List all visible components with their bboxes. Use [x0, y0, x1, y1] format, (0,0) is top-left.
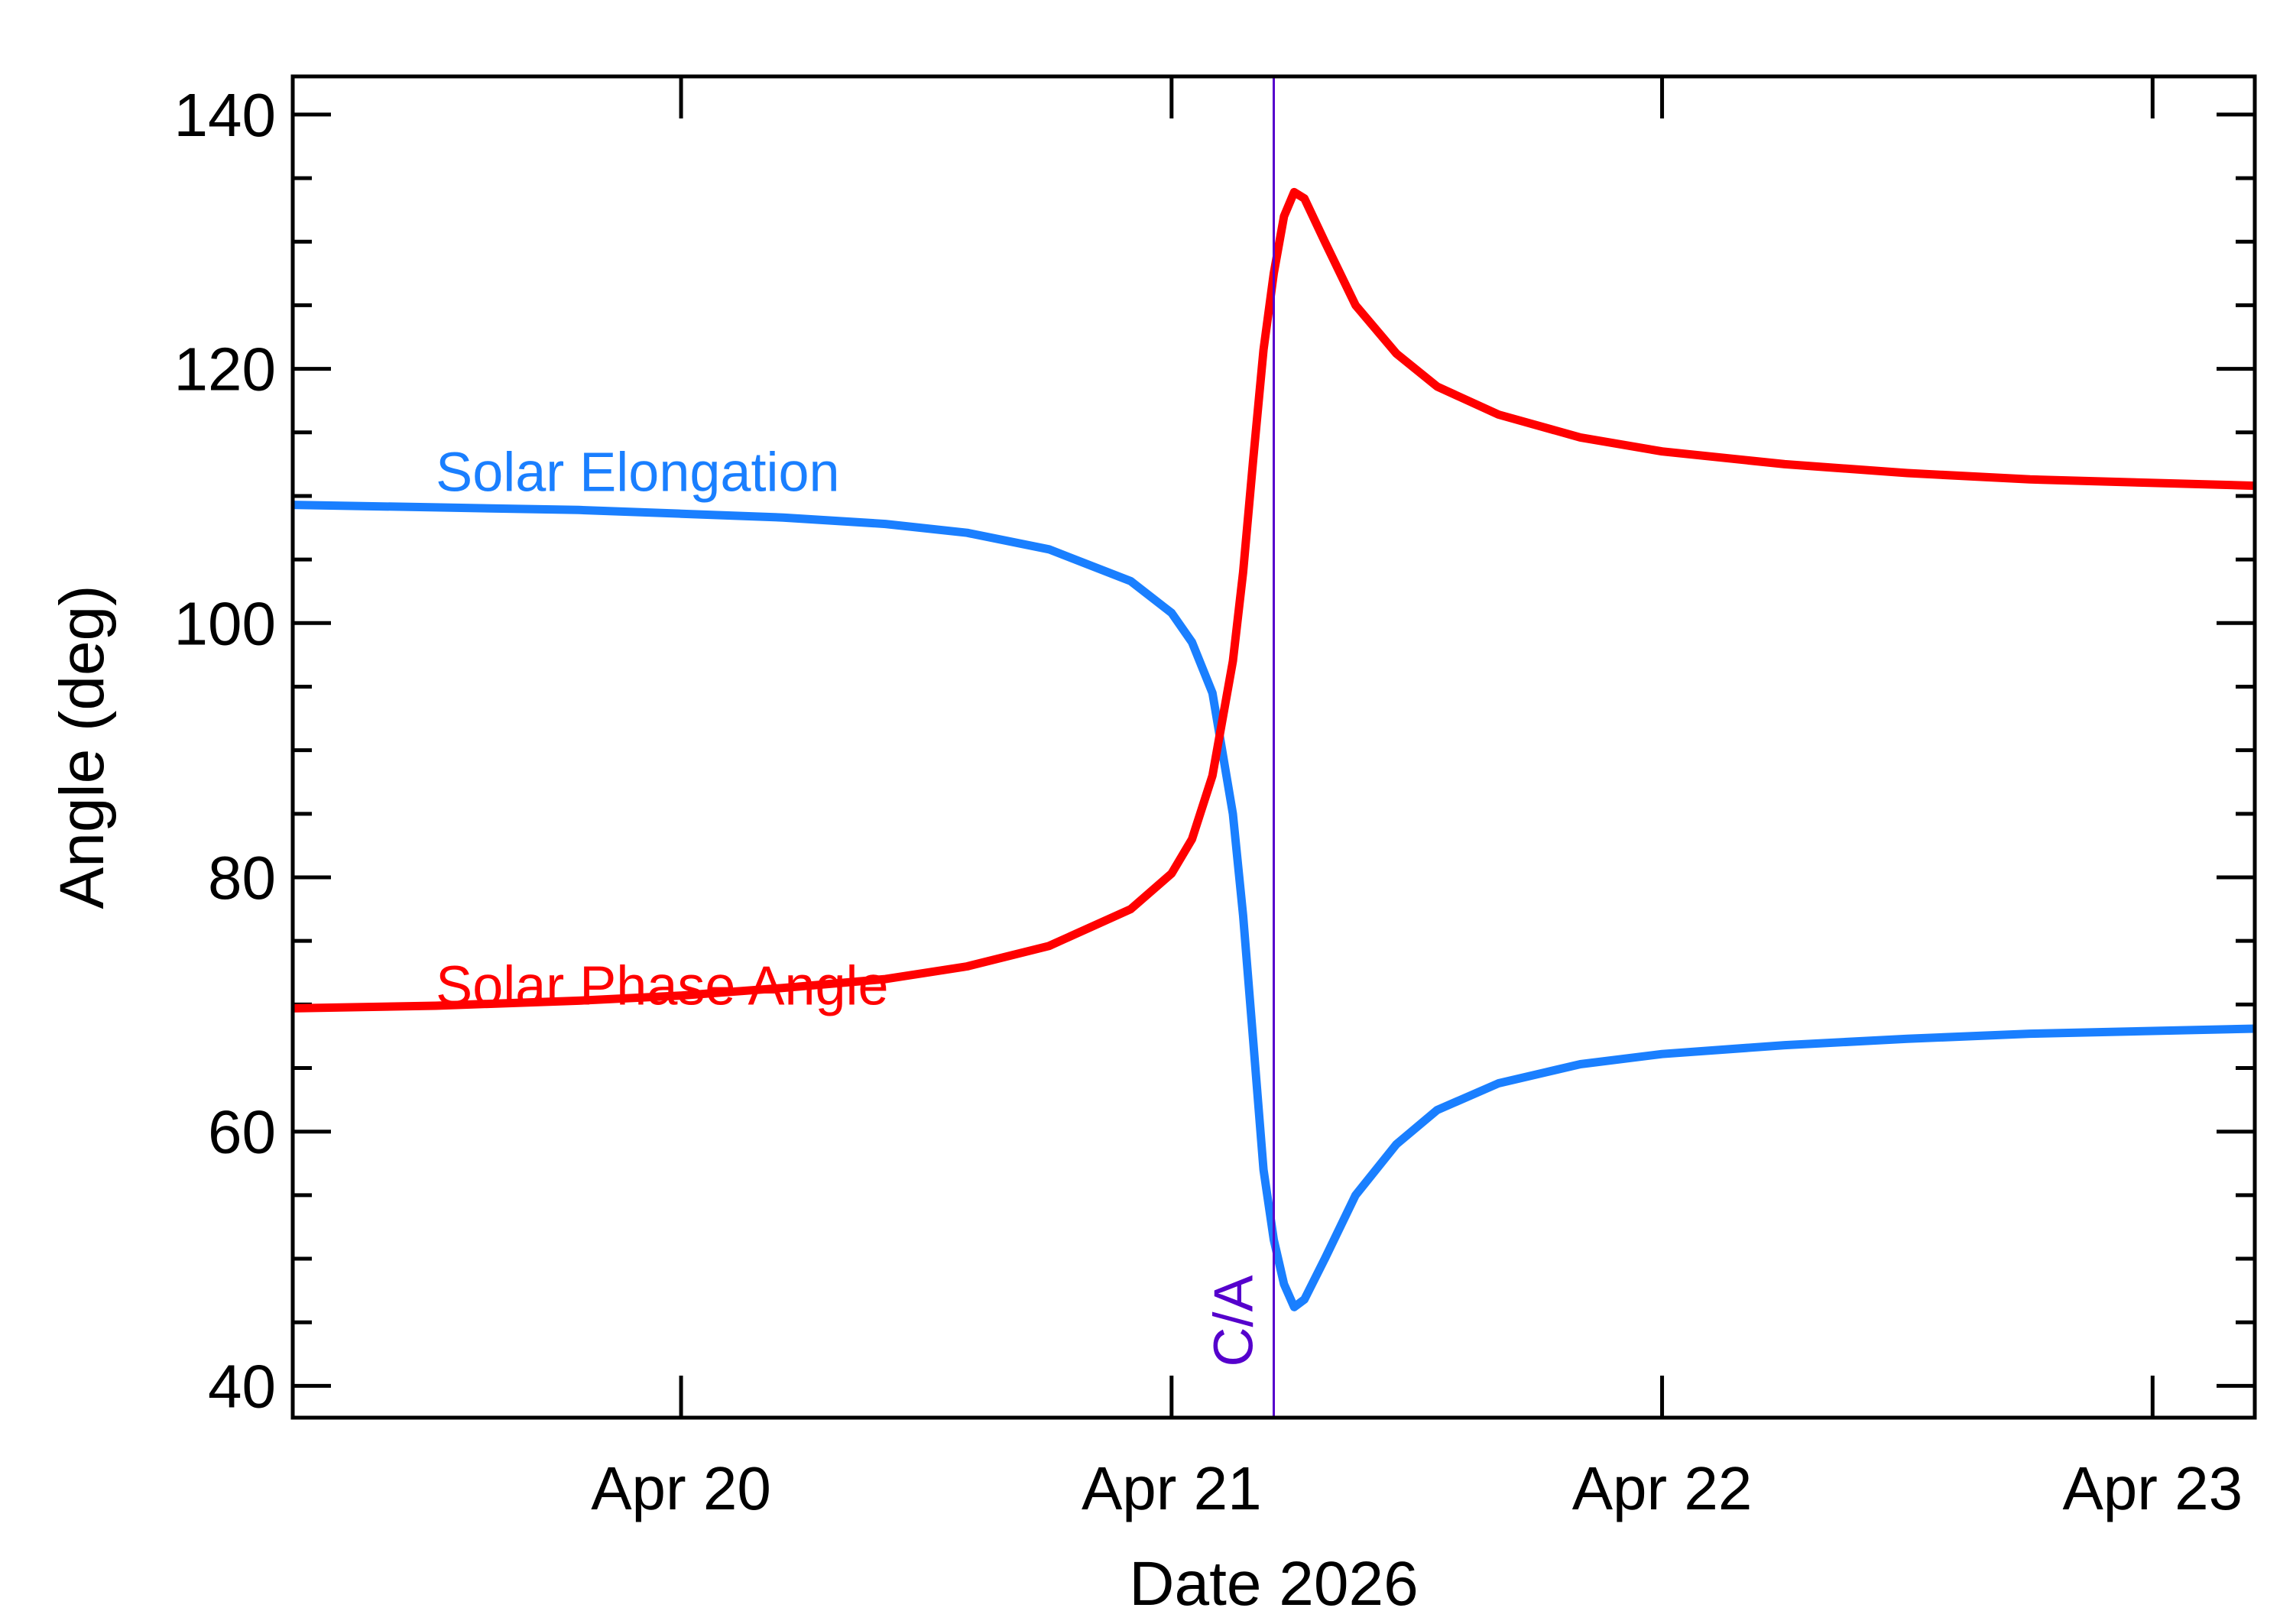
- y-tick-label: 80: [208, 844, 276, 912]
- y-tick-label: 100: [174, 589, 276, 657]
- y-axis-title: Angle (deg): [47, 585, 117, 909]
- series-line-0: [292, 501, 2256, 1311]
- series-label-0: Solar Elongation: [436, 442, 839, 503]
- x-tick-label: Apr 22: [1572, 1454, 1753, 1522]
- x-tick-label: Apr 21: [1082, 1454, 1262, 1522]
- series-lines: [292, 187, 2256, 1311]
- axis-tick-labels: 40 60 80 100 120 140 Apr 20 Apr 21 Apr 22 Apr 23: [174, 81, 2243, 1522]
- series-line-1: [292, 187, 2256, 1013]
- y-tick-label: 120: [174, 335, 276, 404]
- y-tick-label: 140: [174, 81, 276, 149]
- series-labels: Solar Elongation Solar Phase Angle: [436, 442, 888, 1016]
- y-tick-label: 40: [208, 1352, 276, 1420]
- closest-approach-label: C/A: [1204, 1275, 1265, 1366]
- plot-frame: [290, 74, 2257, 1420]
- x-tick-label: Apr 20: [591, 1454, 771, 1522]
- series-label-1: Solar Phase Angle: [436, 955, 888, 1016]
- x-axis-title: Date 2026: [1129, 1549, 1418, 1619]
- y-tick-label: 60: [208, 1098, 276, 1166]
- x-tick-label: Apr 23: [2062, 1454, 2243, 1522]
- closest-approach-marker: C/A: [1204, 76, 1275, 1418]
